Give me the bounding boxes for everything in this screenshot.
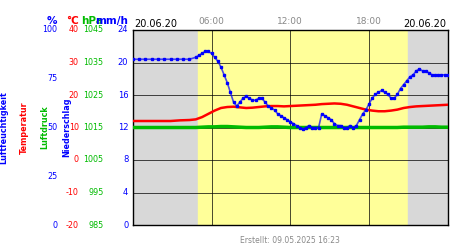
Text: 1045: 1045 [83,26,104,35]
Text: %: % [47,16,57,26]
Text: 24: 24 [118,26,128,35]
Text: mm/h: mm/h [95,16,128,26]
Bar [133,30,198,225]
Text: 30: 30 [69,58,79,67]
Text: 12:00: 12:00 [277,17,303,26]
Text: 1025: 1025 [83,90,104,100]
Text: 995: 995 [88,188,104,197]
Text: 0: 0 [52,220,57,230]
Bar [198,30,409,225]
Text: Niederschlag: Niederschlag [62,98,71,157]
Text: 1015: 1015 [83,123,104,132]
Text: Temperatur: Temperatur [20,101,29,154]
Text: °C: °C [66,16,79,26]
Text: hPa: hPa [81,16,104,26]
Text: 12: 12 [118,123,128,132]
Text: 100: 100 [42,26,57,35]
Text: 4: 4 [123,188,128,197]
Text: 985: 985 [88,220,104,230]
Text: 20: 20 [68,90,79,100]
Bar [409,30,448,225]
Text: 18:00: 18:00 [356,17,382,26]
Text: 50: 50 [47,123,57,132]
Text: 20.06.20: 20.06.20 [135,19,178,29]
Text: 0: 0 [74,156,79,164]
Text: -10: -10 [66,188,79,197]
Text: 1005: 1005 [83,156,104,164]
Text: 06:00: 06:00 [198,17,225,26]
Text: 16: 16 [117,90,128,100]
Text: 75: 75 [47,74,57,83]
Text: 8: 8 [123,156,128,164]
Text: 20: 20 [118,58,128,67]
Text: 10: 10 [69,123,79,132]
Text: 1035: 1035 [83,58,104,67]
Text: 20.06.20: 20.06.20 [403,19,446,29]
Text: Luftfeuchtigkeit: Luftfeuchtigkeit [0,91,8,164]
Text: 0: 0 [123,220,128,230]
Text: 25: 25 [47,172,57,181]
Text: 40: 40 [69,26,79,35]
Text: Erstellt: 09.05.2025 16:23: Erstellt: 09.05.2025 16:23 [240,236,340,245]
Text: Luftdruck: Luftdruck [40,106,50,149]
Text: -20: -20 [66,220,79,230]
